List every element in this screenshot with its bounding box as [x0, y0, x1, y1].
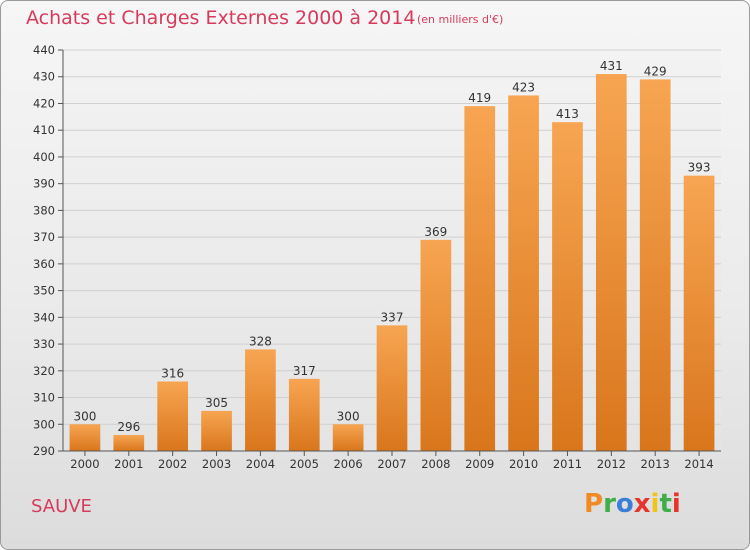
data-label: 413	[556, 107, 579, 121]
data-label: 393	[688, 161, 711, 175]
bar	[639, 79, 671, 451]
logo-letter: r	[603, 489, 616, 519]
bar	[508, 95, 539, 452]
x-tick-label: 2014	[684, 457, 713, 471]
data-label: 328	[249, 334, 272, 348]
x-tick-label: 2008	[421, 457, 450, 471]
data-labels: 300 296 316 305 328 317 300 337 369 419 423 413 431 4…	[73, 59, 710, 434]
y-tick-label: 420	[33, 96, 55, 110]
y-tick-label: 360	[33, 257, 55, 271]
logo-letter: P	[584, 489, 604, 519]
x-tick-label: 2003	[202, 457, 231, 471]
logo-letter: o	[615, 489, 634, 519]
data-label: 369	[424, 225, 447, 239]
y-tick-label: 400	[33, 150, 55, 164]
logo-letter: t	[659, 489, 672, 519]
bar	[376, 325, 408, 451]
y-tick-label: 330	[33, 337, 55, 351]
y-tick-label: 290	[33, 444, 55, 458]
y-tick-label: 340	[33, 310, 55, 324]
y-tick-label: 430	[33, 70, 55, 84]
bar	[245, 349, 276, 451]
bar	[288, 378, 320, 451]
bar	[113, 434, 145, 451]
data-label: 337	[381, 310, 404, 324]
chart-unit: (en milliers d'€)	[417, 13, 504, 26]
x-tick-label: 2005	[290, 457, 319, 471]
x-tick-label: 2012	[597, 457, 626, 471]
x-tick-label: 2010	[509, 457, 538, 471]
y-tick-label: 440	[33, 43, 55, 57]
x-tick-label: 2007	[377, 457, 406, 471]
data-label: 419	[468, 91, 491, 105]
bars	[69, 74, 715, 452]
data-label: 300	[73, 409, 96, 423]
x-tick-label: 2006	[333, 457, 362, 471]
bar	[69, 424, 101, 451]
data-label: 305	[205, 396, 228, 410]
data-label: 317	[293, 364, 316, 378]
y-tick-label: 390	[33, 177, 55, 191]
y-tick-label: 310	[33, 391, 55, 405]
bar	[464, 106, 496, 451]
bar	[595, 74, 627, 451]
x-tick-label: 2004	[246, 457, 275, 471]
data-label: 300	[337, 409, 360, 423]
bar	[683, 175, 715, 451]
axes: 290 300 310 320 330 340 350 360 370 380 390 400 410 4…	[33, 43, 721, 471]
bar	[552, 122, 583, 452]
bar	[420, 239, 452, 451]
y-tick-label: 370	[33, 230, 55, 244]
x-tick-label: 2011	[553, 457, 582, 471]
y-tick-label: 410	[33, 123, 55, 137]
commune-name: SAUVE	[31, 496, 92, 517]
logo-letter: i	[671, 489, 681, 519]
x-tick-label: 2013	[641, 457, 670, 471]
bar	[201, 410, 232, 451]
x-tick-label: 2009	[465, 457, 494, 471]
bar	[157, 381, 189, 451]
logo-letter: i	[650, 489, 660, 519]
data-label: 431	[600, 59, 623, 73]
data-label: 423	[512, 80, 535, 94]
bar	[332, 424, 364, 451]
y-tick-label: 300	[33, 417, 55, 431]
x-tick-label: 2001	[114, 457, 143, 471]
y-tick-label: 380	[33, 203, 55, 217]
y-tick-label: 350	[33, 284, 55, 298]
x-tick-label: 2000	[70, 457, 99, 471]
proxiti-logo: Proxiti	[584, 489, 681, 519]
data-label: 429	[644, 64, 667, 78]
y-tick-label: 320	[33, 364, 55, 378]
logo-letter: x	[633, 489, 651, 519]
data-label: 316	[161, 366, 184, 380]
x-tick-label: 2002	[158, 457, 187, 471]
data-label: 296	[117, 420, 140, 434]
chart-title: Achats et Charges Externes 2000 à 2014	[26, 7, 416, 29]
